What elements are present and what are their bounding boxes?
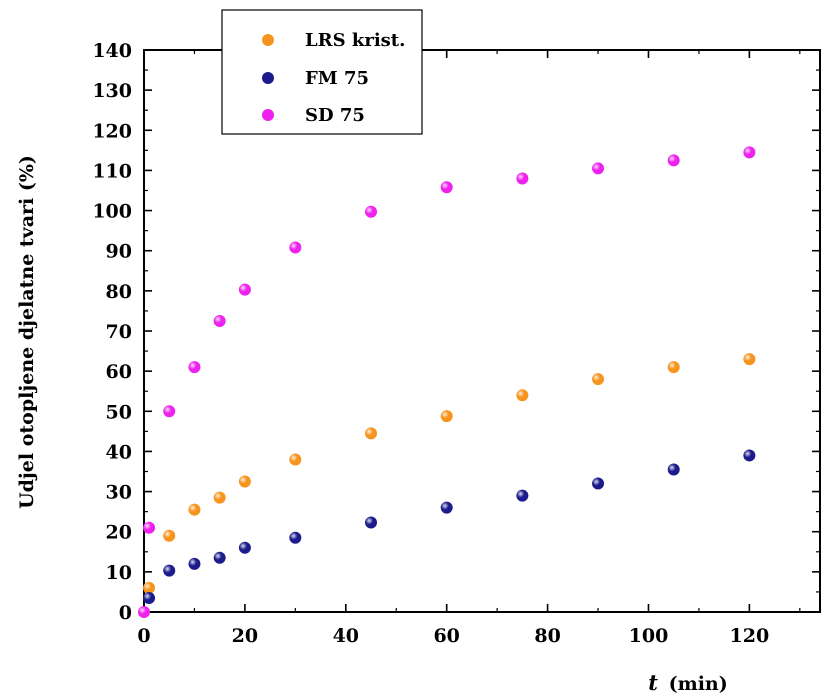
data-point-highlight <box>238 475 251 488</box>
x-tick-label: 0 <box>137 625 150 647</box>
y-tick-label: 60 <box>106 361 132 383</box>
data-point-highlight <box>365 516 378 529</box>
series-0 <box>143 353 756 594</box>
legend-marker-sd75 <box>262 109 274 121</box>
y-tick-label: 120 <box>92 120 132 142</box>
data-point-highlight <box>667 154 680 167</box>
legend-marker-fm75 <box>262 72 274 84</box>
data-point-highlight <box>289 531 302 544</box>
y-tick-label: 0 <box>119 602 132 624</box>
y-tick-label: 100 <box>92 201 132 223</box>
data-point-highlight <box>667 361 680 374</box>
data-point-highlight <box>516 389 529 402</box>
y-tick-label: 50 <box>106 401 132 423</box>
data-point-highlight <box>289 453 302 466</box>
legend-label-lrs: LRS krist. <box>305 30 405 51</box>
legend-box <box>221 9 423 135</box>
x-tick-label: 80 <box>534 625 560 647</box>
data-point-highlight <box>163 564 176 577</box>
y-tick-label: 10 <box>106 562 132 584</box>
y-tick-label: 130 <box>92 80 132 102</box>
data-point-highlight <box>238 541 251 554</box>
data-point-highlight <box>188 557 201 570</box>
y-tick-label: 20 <box>106 522 132 544</box>
data-point-highlight <box>743 146 756 159</box>
y-tick-label: 90 <box>106 241 132 263</box>
data-point-highlight <box>213 314 226 327</box>
data-point-highlight <box>188 361 201 374</box>
data-point-highlight <box>743 449 756 462</box>
y-tick-label: 30 <box>106 482 132 504</box>
data-points <box>138 146 756 618</box>
series-2 <box>138 146 756 618</box>
legend-item-sd75: SD 75 <box>262 105 365 126</box>
data-point-highlight <box>163 405 176 418</box>
data-point-highlight <box>365 427 378 440</box>
data-point-highlight <box>289 241 302 254</box>
legend-marker-lrs <box>262 34 274 46</box>
legend: LRS krist. FM 75 SD 75 <box>221 9 423 135</box>
data-point-highlight <box>440 410 453 423</box>
data-point-highlight <box>592 373 605 386</box>
x-tick-label: 20 <box>232 625 258 647</box>
data-point-highlight <box>238 283 251 296</box>
data-point-highlight <box>516 172 529 185</box>
x-tick-label: 100 <box>629 625 669 647</box>
legend-label-fm75: FM 75 <box>305 68 369 89</box>
data-point-highlight <box>163 529 176 542</box>
legend-item-fm75: FM 75 <box>262 68 369 89</box>
legend-label-sd75: SD 75 <box>305 105 365 126</box>
y-tick-label: 80 <box>106 281 132 303</box>
series-1 <box>143 449 756 604</box>
data-point-highlight <box>213 491 226 504</box>
data-point-highlight <box>143 581 156 594</box>
data-point-highlight <box>440 181 453 194</box>
data-point-highlight <box>143 521 156 534</box>
data-point-highlight <box>592 477 605 490</box>
x-tick-label: 40 <box>333 625 359 647</box>
x-axis-variable: t <box>648 670 658 695</box>
x-tick-label: 60 <box>433 625 459 647</box>
data-point-highlight <box>440 501 453 514</box>
y-tick-label: 140 <box>92 40 132 62</box>
data-point-highlight <box>743 353 756 366</box>
data-point-highlight <box>516 489 529 502</box>
data-point-highlight <box>365 205 378 218</box>
data-point-highlight <box>667 463 680 476</box>
legend-item-lrs: LRS krist. <box>262 30 405 51</box>
y-tick-label: 110 <box>92 160 132 182</box>
data-point-highlight <box>188 503 201 516</box>
y-axis-title: Udjel otopljene djelatne tvari (%) <box>16 155 38 509</box>
y-tick-label: 70 <box>106 321 132 343</box>
x-axis-title: t (min) <box>648 670 727 695</box>
data-point-highlight <box>213 551 226 564</box>
data-point-highlight <box>138 606 150 618</box>
x-tick-label: 120 <box>730 625 770 647</box>
tick-labels: 0 20 40 60 80 100 120 0 10 20 30 40 50 60 70 80 90 100 110… <box>92 40 769 647</box>
x-axis-unit: (min) <box>669 673 728 695</box>
data-point-highlight <box>592 162 605 175</box>
y-tick-label: 40 <box>106 441 132 463</box>
data-point-highlight <box>143 591 156 604</box>
